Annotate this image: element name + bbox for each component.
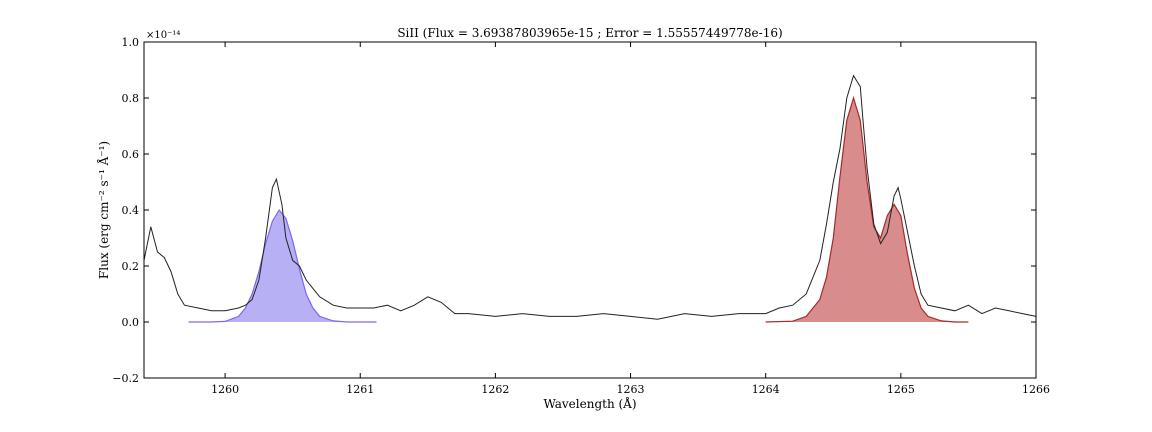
x-tick-label: 1261: [346, 383, 374, 396]
x-tick-label: 1260: [211, 383, 239, 396]
fit-area-1: [188, 210, 377, 322]
x-axis-label: Wavelength (Å): [543, 396, 636, 411]
plot-frame: [143, 41, 1037, 379]
y-tick-label: 0.4: [122, 204, 140, 217]
x-tick-label: 1265: [887, 383, 915, 396]
y-tick-label: 0.2: [122, 260, 140, 273]
fit-area-2: [765, 98, 969, 322]
chart-title: SiII (Flux = 3.69387803965e-15 ; Error =…: [397, 26, 782, 40]
y-tick-label: 0.8: [122, 92, 140, 105]
fit-line-2: [765, 95, 969, 323]
x-tick-label: 1266: [1022, 383, 1050, 396]
y-tick-label: −0.2: [112, 372, 139, 385]
fit-profiles: [188, 95, 969, 323]
x-tick-label: 1264: [752, 383, 780, 396]
x-tick-label: 1263: [617, 383, 645, 396]
fit-line-1: [188, 208, 377, 323]
y-tick-label: 0.0: [122, 316, 140, 329]
y-tick-label: 0.6: [122, 148, 140, 161]
y-multiplier-label: ×10⁻¹⁴: [146, 30, 180, 41]
spectrum-line: [143, 74, 1037, 320]
y-axis-label: Flux (erg cm⁻² s⁻¹ Å⁻¹): [96, 141, 111, 279]
y-axis: −0.2 0.0 0.2 0.4 0.6 0.8 1.0: [112, 36, 1036, 385]
x-tick-label: 1262: [481, 383, 509, 396]
y-tick-label: 1.0: [122, 36, 140, 49]
spectrum-series: [143, 74, 1037, 320]
x-axis: 1260 1261 1262 1263 1264 1265 1266: [211, 42, 1050, 396]
